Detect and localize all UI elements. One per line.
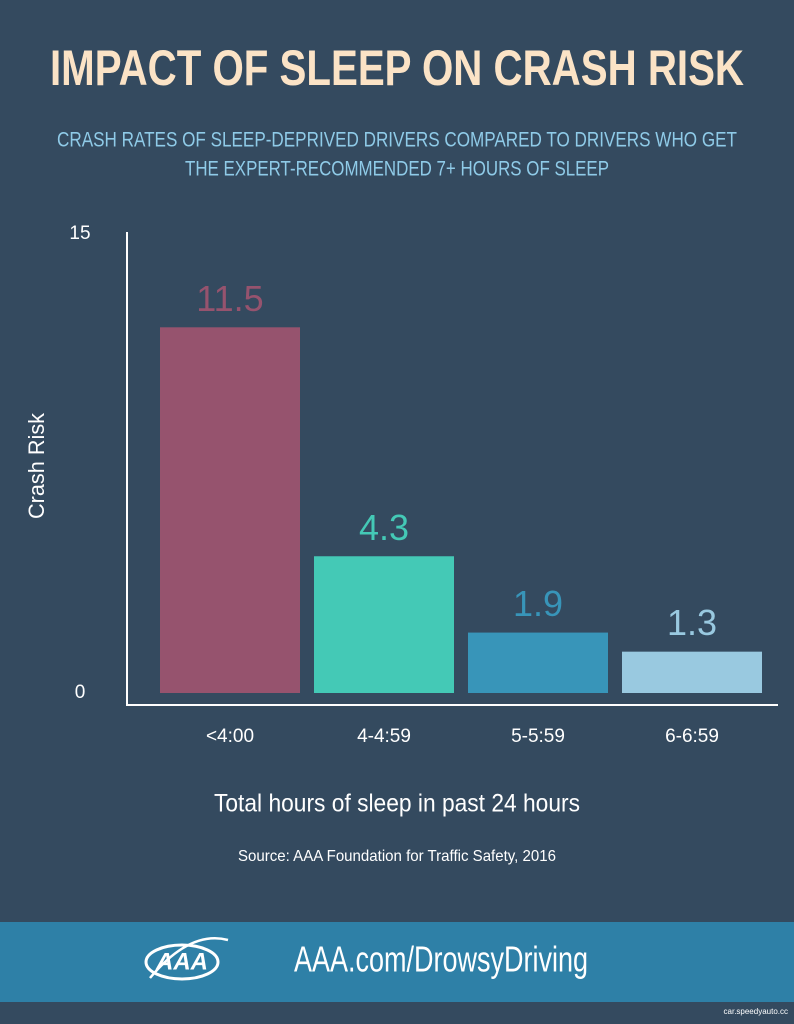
value-label: 4.3 <box>359 507 409 548</box>
x-tick-label: 6-6:59 <box>665 726 719 747</box>
value-label: 11.5 <box>196 278 263 319</box>
value-label: 1.3 <box>667 602 717 643</box>
bar <box>468 632 608 693</box>
source: Source: AAA Foundation for Traffic Safet… <box>238 848 556 865</box>
y-tick-label: 0 <box>75 682 86 703</box>
bar <box>622 651 762 693</box>
subtitle-line: THE EXPERT-RECOMMENDED 7+ HOURS OF SLEEP <box>185 158 609 181</box>
x-tick-label: 4-4:59 <box>357 726 411 747</box>
bar <box>314 556 454 693</box>
x-axis-label: Total hours of sleep in past 24 hours <box>214 790 580 818</box>
footer-band <box>0 922 794 1002</box>
value-label: 1.9 <box>513 583 563 624</box>
y-tick-label: 15 <box>69 223 90 244</box>
chart-title: IMPACT OF SLEEP ON CRASH RISK <box>50 40 744 96</box>
logo-swoosh <box>149 937 229 979</box>
footer-url[interactable]: AAA.com/DrowsyDriving <box>294 939 588 980</box>
bar <box>160 327 300 693</box>
watermark: car.speedyauto.cc <box>724 1007 788 1016</box>
logo-ring <box>144 943 220 981</box>
logo-text: AAA <box>155 948 208 975</box>
y-axis-label: Crash Risk <box>24 412 49 519</box>
subtitle-line: CRASH RATES OF SLEEP-DEPRIVED DRIVERS CO… <box>57 129 737 152</box>
x-tick-label: 5-5:59 <box>511 726 565 747</box>
x-tick-label: <4:00 <box>206 726 254 747</box>
